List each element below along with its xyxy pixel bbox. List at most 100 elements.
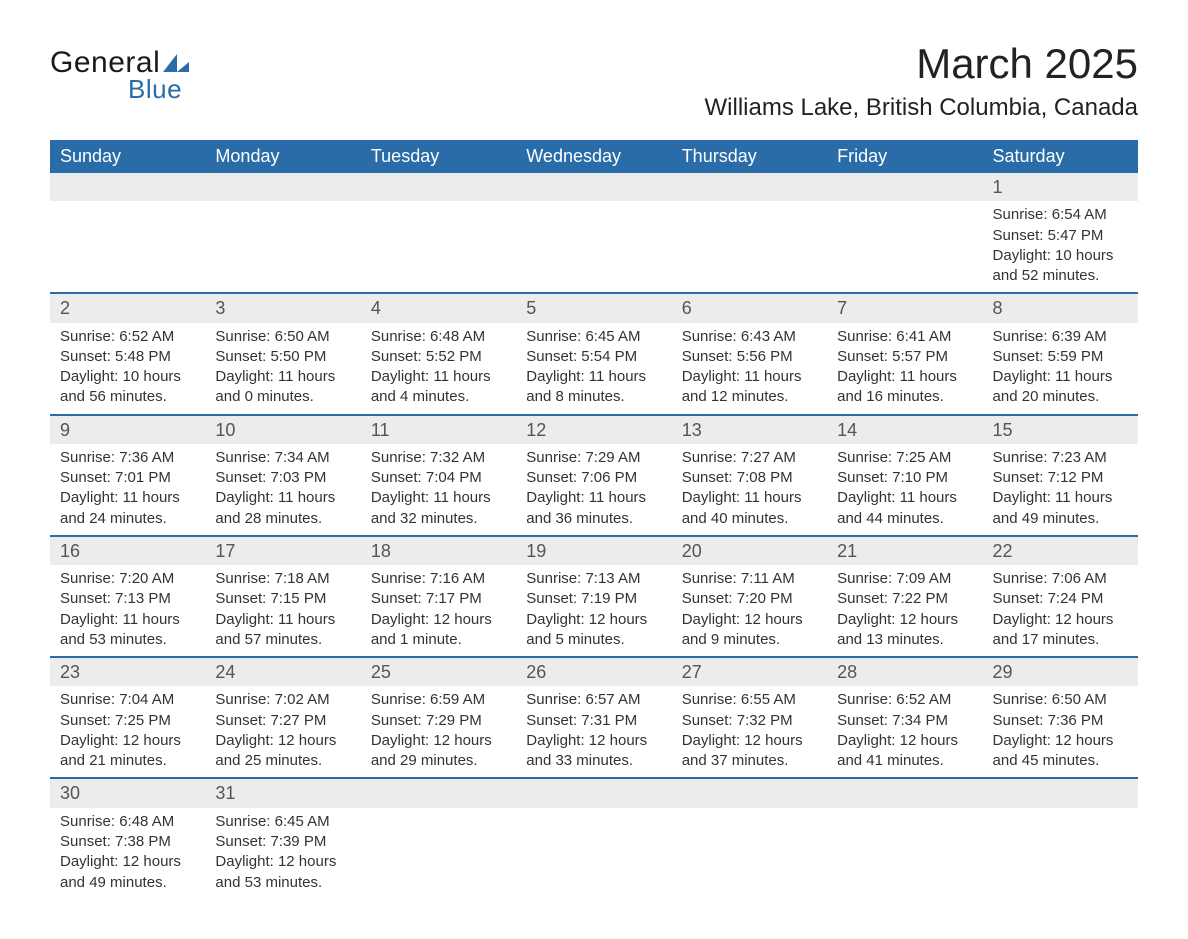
day-body: Sunrise: 7:36 AMSunset: 7:01 PMDaylight:… (50, 444, 205, 535)
sunrise-line: Sunrise: 6:59 AM (371, 690, 506, 710)
day-number (827, 779, 982, 807)
calendar-day-cell: 3Sunrise: 6:50 AMSunset: 5:50 PMDaylight… (205, 293, 360, 414)
daylight-line: Daylight: 11 hours and 8 minutes. (526, 367, 661, 408)
sunrise-line: Sunrise: 7:29 AM (526, 448, 661, 468)
day-number: 21 (827, 537, 982, 565)
daylight-line: Daylight: 11 hours and 12 minutes. (682, 367, 817, 408)
day-body: Sunrise: 6:45 AMSunset: 7:39 PMDaylight:… (205, 808, 360, 899)
calendar-day-cell: 19Sunrise: 7:13 AMSunset: 7:19 PMDayligh… (516, 536, 671, 657)
calendar-day-cell: 16Sunrise: 7:20 AMSunset: 7:13 PMDayligh… (50, 536, 205, 657)
day-number: 12 (516, 416, 671, 444)
daylight-line: Daylight: 11 hours and 0 minutes. (215, 367, 350, 408)
weekday-header: Thursday (672, 140, 827, 173)
calendar-day-cell: 31Sunrise: 6:45 AMSunset: 7:39 PMDayligh… (205, 778, 360, 898)
sunrise-line: Sunrise: 7:27 AM (682, 448, 817, 468)
sunset-line: Sunset: 7:19 PM (526, 589, 661, 609)
day-body (827, 808, 982, 818)
calendar-day-cell (827, 173, 982, 293)
day-number: 8 (983, 294, 1138, 322)
daylight-line: Daylight: 12 hours and 21 minutes. (60, 731, 195, 772)
calendar-day-cell (361, 173, 516, 293)
day-body (361, 201, 516, 211)
day-number: 7 (827, 294, 982, 322)
day-body: Sunrise: 6:52 AMSunset: 5:48 PMDaylight:… (50, 323, 205, 414)
day-body (516, 808, 671, 818)
sunset-line: Sunset: 7:10 PM (837, 468, 972, 488)
daylight-line: Daylight: 10 hours and 56 minutes. (60, 367, 195, 408)
day-number (672, 779, 827, 807)
weekday-header: Monday (205, 140, 360, 173)
weekday-header: Friday (827, 140, 982, 173)
day-body: Sunrise: 6:39 AMSunset: 5:59 PMDaylight:… (983, 323, 1138, 414)
weekday-header: Saturday (983, 140, 1138, 173)
day-body: Sunrise: 7:25 AMSunset: 7:10 PMDaylight:… (827, 444, 982, 535)
day-body (50, 201, 205, 211)
sunrise-line: Sunrise: 7:13 AM (526, 569, 661, 589)
sunset-line: Sunset: 7:38 PM (60, 832, 195, 852)
sunset-line: Sunset: 5:47 PM (993, 226, 1128, 246)
calendar-week-row: 1Sunrise: 6:54 AMSunset: 5:47 PMDaylight… (50, 173, 1138, 293)
calendar-day-cell: 10Sunrise: 7:34 AMSunset: 7:03 PMDayligh… (205, 415, 360, 536)
calendar-week-row: 9Sunrise: 7:36 AMSunset: 7:01 PMDaylight… (50, 415, 1138, 536)
sunset-line: Sunset: 7:39 PM (215, 832, 350, 852)
daylight-line: Daylight: 12 hours and 25 minutes. (215, 731, 350, 772)
day-number: 10 (205, 416, 360, 444)
day-number: 17 (205, 537, 360, 565)
sunrise-line: Sunrise: 6:50 AM (215, 327, 350, 347)
day-body: Sunrise: 6:43 AMSunset: 5:56 PMDaylight:… (672, 323, 827, 414)
sunrise-line: Sunrise: 7:02 AM (215, 690, 350, 710)
calendar-week-row: 16Sunrise: 7:20 AMSunset: 7:13 PMDayligh… (50, 536, 1138, 657)
day-body: Sunrise: 7:18 AMSunset: 7:15 PMDaylight:… (205, 565, 360, 656)
calendar-day-cell: 2Sunrise: 6:52 AMSunset: 5:48 PMDaylight… (50, 293, 205, 414)
sunrise-line: Sunrise: 6:55 AM (682, 690, 817, 710)
day-number: 22 (983, 537, 1138, 565)
day-body: Sunrise: 6:48 AMSunset: 5:52 PMDaylight:… (361, 323, 516, 414)
day-number: 1 (983, 173, 1138, 201)
day-number: 25 (361, 658, 516, 686)
sunrise-line: Sunrise: 7:25 AM (837, 448, 972, 468)
daylight-line: Daylight: 12 hours and 45 minutes. (993, 731, 1128, 772)
calendar-day-cell: 28Sunrise: 6:52 AMSunset: 7:34 PMDayligh… (827, 657, 982, 778)
calendar-day-cell: 17Sunrise: 7:18 AMSunset: 7:15 PMDayligh… (205, 536, 360, 657)
calendar-week-row: 23Sunrise: 7:04 AMSunset: 7:25 PMDayligh… (50, 657, 1138, 778)
sunset-line: Sunset: 7:15 PM (215, 589, 350, 609)
calendar-day-cell (50, 173, 205, 293)
day-number: 19 (516, 537, 671, 565)
day-number: 2 (50, 294, 205, 322)
day-body: Sunrise: 6:55 AMSunset: 7:32 PMDaylight:… (672, 686, 827, 777)
calendar-day-cell: 25Sunrise: 6:59 AMSunset: 7:29 PMDayligh… (361, 657, 516, 778)
daylight-line: Daylight: 12 hours and 13 minutes. (837, 610, 972, 651)
sunrise-line: Sunrise: 7:23 AM (993, 448, 1128, 468)
calendar-day-cell: 20Sunrise: 7:11 AMSunset: 7:20 PMDayligh… (672, 536, 827, 657)
weekday-header-row: SundayMondayTuesdayWednesdayThursdayFrid… (50, 140, 1138, 173)
daylight-line: Daylight: 11 hours and 44 minutes. (837, 488, 972, 529)
calendar-day-cell: 22Sunrise: 7:06 AMSunset: 7:24 PMDayligh… (983, 536, 1138, 657)
daylight-line: Daylight: 11 hours and 36 minutes. (526, 488, 661, 529)
day-body: Sunrise: 6:50 AMSunset: 5:50 PMDaylight:… (205, 323, 360, 414)
calendar-day-cell (672, 173, 827, 293)
calendar-body: 1Sunrise: 6:54 AMSunset: 5:47 PMDaylight… (50, 173, 1138, 899)
calendar-day-cell: 5Sunrise: 6:45 AMSunset: 5:54 PMDaylight… (516, 293, 671, 414)
day-number: 18 (361, 537, 516, 565)
header: General Blue March 2025 Williams Lake, B… (50, 40, 1138, 122)
sunrise-line: Sunrise: 6:50 AM (993, 690, 1128, 710)
sunrise-line: Sunrise: 6:41 AM (837, 327, 972, 347)
day-body: Sunrise: 6:50 AMSunset: 7:36 PMDaylight:… (983, 686, 1138, 777)
sunset-line: Sunset: 5:59 PM (993, 347, 1128, 367)
daylight-line: Daylight: 11 hours and 49 minutes. (993, 488, 1128, 529)
day-body: Sunrise: 7:11 AMSunset: 7:20 PMDaylight:… (672, 565, 827, 656)
daylight-line: Daylight: 12 hours and 37 minutes. (682, 731, 817, 772)
day-body: Sunrise: 6:48 AMSunset: 7:38 PMDaylight:… (50, 808, 205, 899)
calendar-day-cell (672, 778, 827, 898)
calendar-day-cell: 30Sunrise: 6:48 AMSunset: 7:38 PMDayligh… (50, 778, 205, 898)
day-number: 9 (50, 416, 205, 444)
day-number: 6 (672, 294, 827, 322)
sunset-line: Sunset: 7:24 PM (993, 589, 1128, 609)
daylight-line: Daylight: 12 hours and 17 minutes. (993, 610, 1128, 651)
sunrise-line: Sunrise: 6:43 AM (682, 327, 817, 347)
calendar-day-cell (827, 778, 982, 898)
calendar-day-cell: 4Sunrise: 6:48 AMSunset: 5:52 PMDaylight… (361, 293, 516, 414)
sunset-line: Sunset: 7:13 PM (60, 589, 195, 609)
daylight-line: Daylight: 11 hours and 16 minutes. (837, 367, 972, 408)
day-number (516, 173, 671, 201)
